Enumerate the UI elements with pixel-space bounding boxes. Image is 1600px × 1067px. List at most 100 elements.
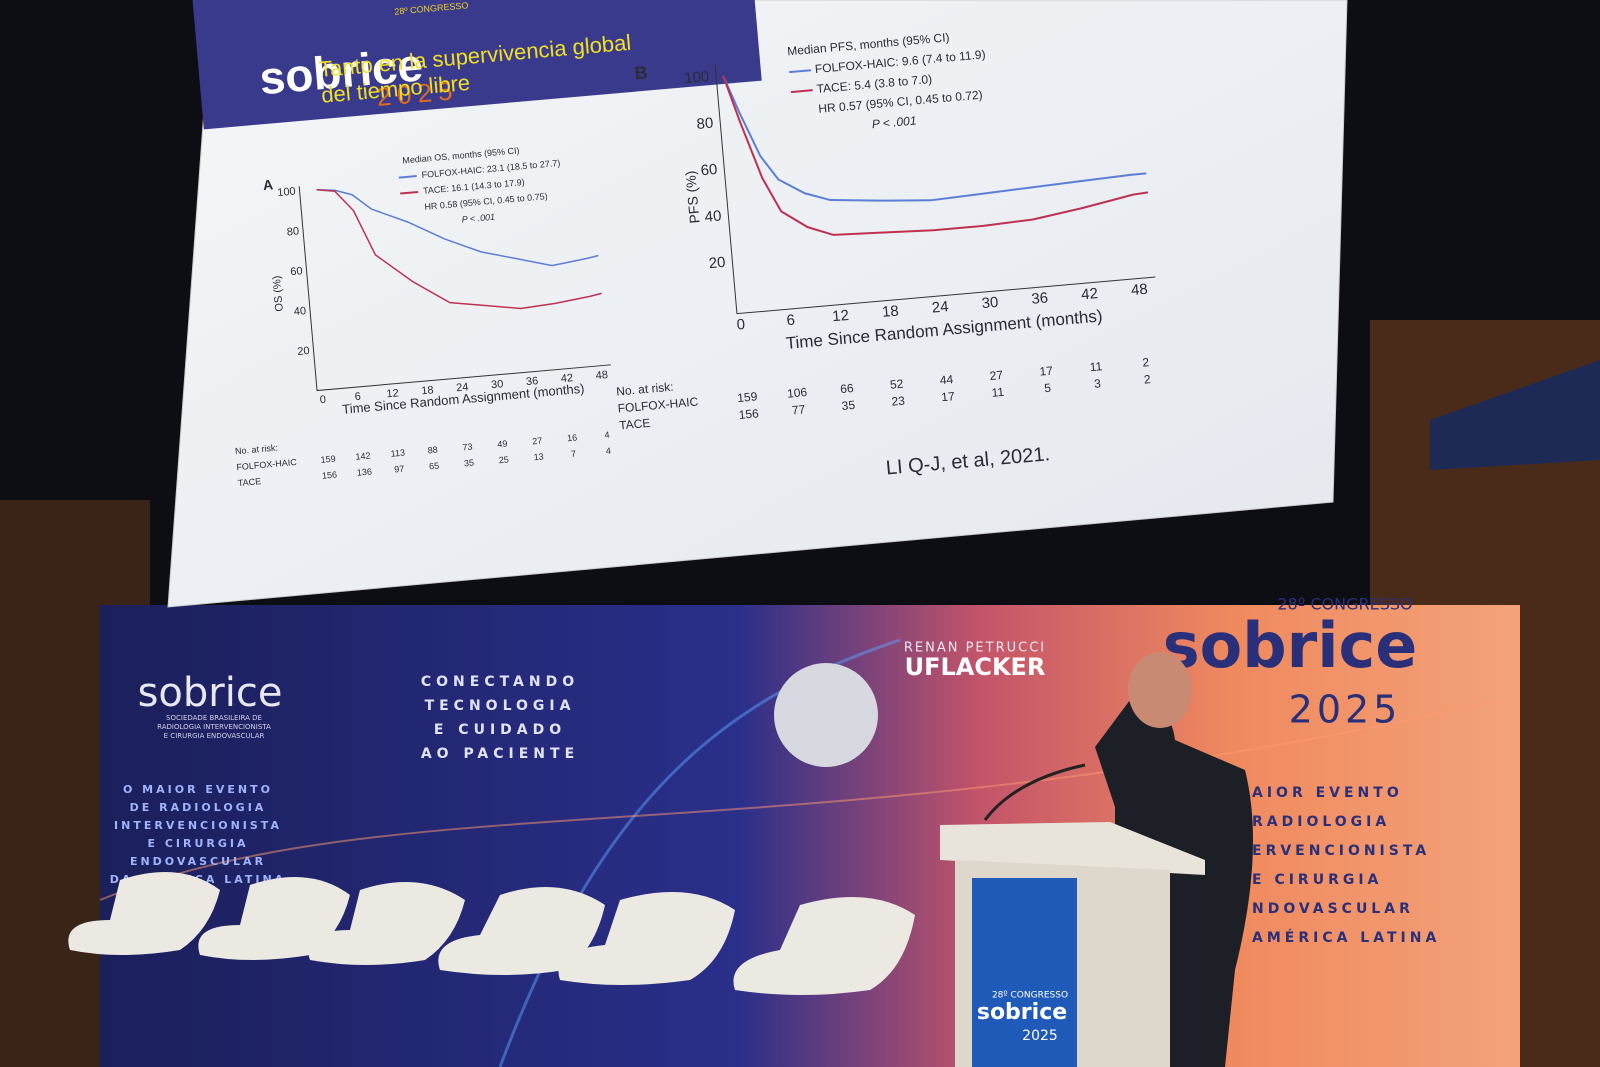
risk-value: 97 <box>394 464 405 475</box>
tagline-line: CONECTANDO <box>421 674 579 690</box>
x-tick-label: 42 <box>560 372 573 385</box>
risk-value: 17 <box>1039 363 1054 378</box>
risk-row-name: TACE <box>237 476 261 488</box>
y-axis-label: PFS (%) <box>682 170 703 224</box>
podium-congress: 28º CONGRESSO <box>992 991 1068 1001</box>
curve-folfox <box>722 75 1147 202</box>
legend-swatch <box>398 175 417 179</box>
y-tick-label: 100 <box>684 68 710 87</box>
risk-value: 7 <box>571 449 577 459</box>
panel-label: B <box>634 62 649 83</box>
y-tick-label: 60 <box>290 265 303 278</box>
chairs <box>68 872 915 995</box>
tagline-line: RADIOLOGIA INTERVENCIONISTA <box>157 723 271 731</box>
curve-tace <box>722 75 1149 236</box>
podium-screen <box>972 878 1077 1067</box>
risk-value: 52 <box>889 377 904 392</box>
left-logo: sobrice <box>138 670 283 716</box>
risk-value: 156 <box>738 406 759 422</box>
curve-tace <box>316 189 602 310</box>
risk-header: No. at risk: <box>616 380 674 399</box>
risk-value: 159 <box>320 454 336 465</box>
x-tick-label: 18 <box>421 384 434 397</box>
legend-swatch <box>790 89 813 94</box>
y-tick-label: 80 <box>696 115 714 133</box>
podium-top <box>940 822 1205 875</box>
decor-circle <box>774 663 878 767</box>
slide-header <box>189 0 762 130</box>
x-tick-label: 0 <box>319 394 326 406</box>
risk-row-name: TACE <box>619 416 651 433</box>
legend-text: P < .001 <box>461 212 495 225</box>
tagline-line: ENDOVASCULAR <box>130 855 266 868</box>
podium-year: 2025 <box>1022 1028 1058 1044</box>
tagline-line: AMÉRICA LATINA <box>1252 929 1440 946</box>
y-tick-label: 40 <box>704 207 722 225</box>
y-axis-label: OS (%) <box>271 275 286 312</box>
risk-value: 2 <box>1142 355 1150 370</box>
risk-value: 4 <box>605 446 611 456</box>
x-tick-label: 0 <box>736 316 746 334</box>
tagline-line: E CIRURGIA ENDOVASCULAR <box>164 732 265 740</box>
legend-swatch <box>400 190 419 195</box>
risk-value: 106 <box>786 385 807 401</box>
risk-value: 113 <box>390 447 405 458</box>
x-tick-label: 48 <box>595 369 608 382</box>
tagline-line: RADIOLOGIA <box>1252 814 1390 830</box>
risk-value: 11 <box>1089 359 1103 374</box>
chair <box>198 877 350 960</box>
tagline-line: NDOVASCULAR <box>1252 901 1414 917</box>
speaker-head <box>1128 652 1192 728</box>
x-tick-label: 42 <box>1081 285 1099 303</box>
right-congress: 28º CONGRESSO <box>1277 595 1412 614</box>
risk-header: No. at risk: <box>235 443 279 457</box>
risk-value: 136 <box>356 466 372 477</box>
podium-logo: sobrice <box>977 1000 1067 1025</box>
side-panel <box>1430 360 1600 470</box>
tagline-line: INTERVENCIONISTA <box>114 819 282 832</box>
microphone <box>983 763 1086 821</box>
chair <box>438 887 605 975</box>
risk-value: 17 <box>941 389 956 404</box>
right-logo: sobrice <box>1163 609 1418 682</box>
curve-folfox <box>316 189 599 267</box>
tagline-line: E CIRURGIA <box>147 837 248 850</box>
center-tagline: CONECTANDO TECNOLOGIA E CUIDADO AO PACIENTE <box>421 674 579 762</box>
risk-value: 16 <box>567 432 578 443</box>
axis <box>714 64 1156 315</box>
risk-value: 49 <box>497 439 508 450</box>
axis <box>298 186 611 392</box>
risk-value: 25 <box>498 454 509 465</box>
tagline-line: ERVENCIONISTA <box>1252 843 1430 859</box>
tagline-line: O MAIOR EVENTO <box>123 783 273 796</box>
projection-screen <box>167 0 1348 608</box>
x-tick-label: 48 <box>1130 281 1148 299</box>
x-tick-label: 24 <box>456 381 469 394</box>
honoree-last: UFLACKER <box>905 653 1046 681</box>
y-tick-label: 100 <box>277 186 296 200</box>
chair <box>558 892 735 985</box>
legend-swatch <box>789 69 812 74</box>
legend-text: P < .001 <box>871 113 917 131</box>
tagline-line: AO PACIENTE <box>421 746 579 762</box>
risk-value: 73 <box>462 442 473 453</box>
risk-value: 77 <box>791 402 806 417</box>
risk-value: 44 <box>939 372 954 387</box>
right-year: 2025 <box>1289 688 1402 732</box>
y-tick-label: 20 <box>708 254 726 272</box>
risk-value: 35 <box>841 398 856 413</box>
risk-value: 27 <box>532 435 543 446</box>
y-tick-label: 80 <box>286 225 299 238</box>
chair <box>308 882 465 965</box>
risk-value: 159 <box>737 389 758 405</box>
right-tagline: AIOR EVENTO RADIOLOGIA ERVENCIONISTA E CIRU… <box>1252 785 1440 946</box>
x-tick-label: 24 <box>931 298 949 316</box>
risk-value: 23 <box>891 394 906 409</box>
y-tick-label: 40 <box>293 305 306 318</box>
risk-value: 3 <box>1093 376 1101 391</box>
risk-value: 4 <box>604 430 610 440</box>
risk-value: 27 <box>989 368 1004 383</box>
risk-value: 5 <box>1044 381 1052 396</box>
